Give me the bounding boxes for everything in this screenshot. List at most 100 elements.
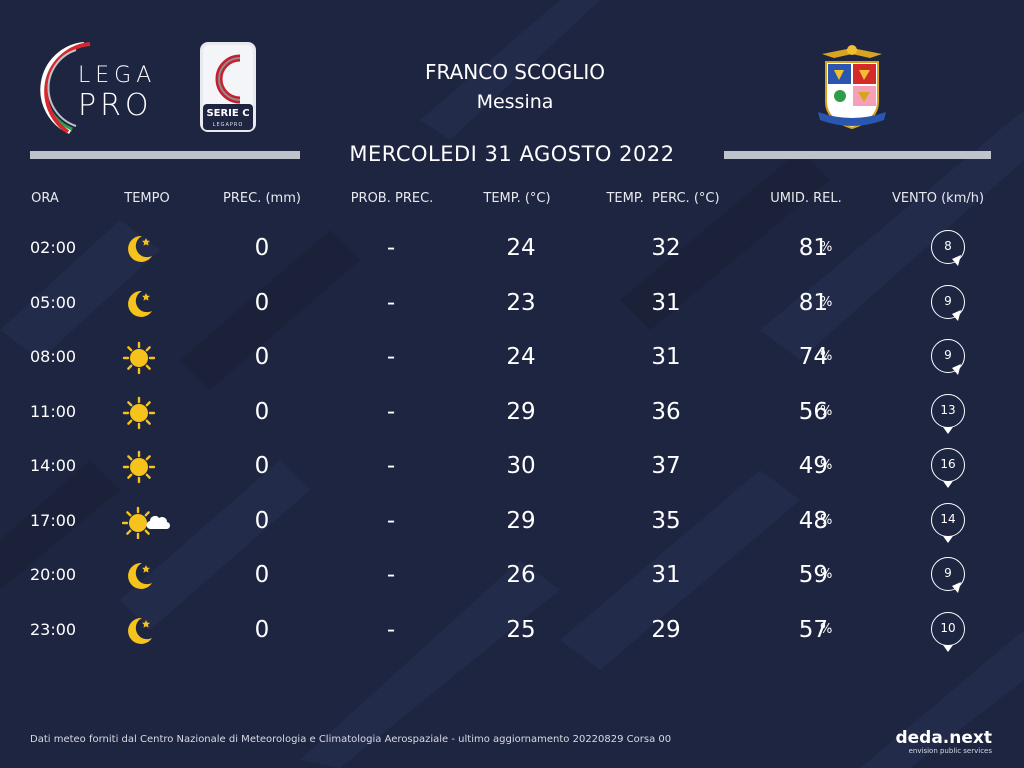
time-cell: 11:00 xyxy=(30,401,77,421)
humidity-cell: 48 xyxy=(798,507,828,534)
humidity-unit: % xyxy=(820,512,833,528)
forecast-row: 02:00 0 - 24 32 81% 8 xyxy=(0,221,1024,275)
humidity-cell: 81 xyxy=(798,289,828,316)
sun-cloud-icon xyxy=(122,494,176,548)
seriec-label: SERIE C xyxy=(206,108,250,119)
deda-logo: deda.next xyxy=(895,728,992,748)
wind-direction-icon xyxy=(943,481,953,488)
temperature-cell: 23 xyxy=(506,289,536,316)
wind-speed-badge: 13 xyxy=(931,393,965,428)
perceived-temperature-cell: 32 xyxy=(651,235,681,261)
divider-right xyxy=(724,151,991,159)
humidity-unit: % xyxy=(820,349,833,364)
humidity-unit: % xyxy=(820,621,833,637)
temperature-cell: 29 xyxy=(506,507,536,534)
precip-probability-cell: - xyxy=(386,616,396,643)
precipitation-cell: 0 xyxy=(254,616,270,643)
humidity-cell: 56 xyxy=(798,398,828,425)
humidity-cell: 49 xyxy=(798,453,828,479)
humidity-unit: % xyxy=(820,458,833,473)
deda-tagline: envision public services xyxy=(908,747,992,755)
aeronautica-emblem xyxy=(812,40,892,136)
forecast-date: MERCOLEDI 31 AGOSTO 2022 xyxy=(349,142,675,166)
sun-icon xyxy=(122,330,176,384)
humidity-cell: 81 xyxy=(798,235,828,261)
wind-speed-badge: 9 xyxy=(931,339,965,373)
time-cell: 20:00 xyxy=(30,565,77,584)
precipitation-cell: 0 xyxy=(254,562,270,588)
humidity-cell: 74 xyxy=(798,344,828,370)
wind-speed-badge: 10 xyxy=(931,611,965,646)
sun-icon xyxy=(122,439,176,493)
wind-cell: 14 xyxy=(930,494,970,548)
humidity-unit: % xyxy=(820,294,833,310)
precip-probability-cell: - xyxy=(386,453,396,479)
wind-speed-badge: 8 xyxy=(931,230,965,264)
perceived-temperature-cell: 37 xyxy=(651,453,681,479)
wind-cell: 9 xyxy=(930,276,970,330)
temperature-cell: 29 xyxy=(506,398,536,425)
forecast-row: 11:00 0 - 29 36 56% 13 xyxy=(0,385,1024,439)
column-header-tempo: TEMPO xyxy=(124,191,170,206)
time-cell: 17:00 xyxy=(30,510,77,530)
wind-direction-icon xyxy=(943,426,953,434)
temperature-cell: 30 xyxy=(506,453,536,479)
wind-cell: 8 xyxy=(930,221,970,275)
legapro-line1: LEGA xyxy=(78,63,157,88)
wind-cell: 13 xyxy=(930,385,970,439)
perceived-temperature-cell: 31 xyxy=(651,289,681,316)
temperature-cell: 24 xyxy=(506,344,536,370)
temperature-cell: 24 xyxy=(506,235,536,261)
wind-speed-badge: 16 xyxy=(931,448,965,482)
wind-cell: 10 xyxy=(930,603,970,657)
column-header-prob: PROB. PREC. xyxy=(350,191,434,206)
legapro-line2: PRO xyxy=(78,88,153,123)
forecast-row: 23:00 0 - 25 29 57% 10 xyxy=(0,603,1024,657)
divider-left xyxy=(30,151,300,159)
time-cell: 14:00 xyxy=(30,456,77,475)
time-cell: 23:00 xyxy=(30,619,77,639)
precip-probability-cell: - xyxy=(386,562,396,588)
wind-cell: 9 xyxy=(930,548,970,602)
forecast-row: 05:00 0 - 23 31 81% 9 xyxy=(0,276,1024,330)
wind-direction-icon xyxy=(943,535,953,543)
seriec-sublabel: LEGAPRO xyxy=(212,122,244,128)
wind-direction-icon xyxy=(943,644,953,652)
stadium-name: FRANCO SCOGLIO xyxy=(425,60,605,84)
precipitation-cell: 0 xyxy=(254,344,270,370)
humidity-unit: % xyxy=(820,567,833,582)
city-name: Messina xyxy=(476,91,554,113)
column-header-ora: ORA xyxy=(31,191,59,206)
precipitation-cell: 0 xyxy=(254,289,270,316)
precipitation-cell: 0 xyxy=(254,507,270,534)
time-cell: 05:00 xyxy=(30,292,77,312)
sun-icon xyxy=(122,385,176,439)
temperature-cell: 26 xyxy=(506,562,536,588)
temperature-cell: 25 xyxy=(506,616,536,643)
forecast-row: 08:00 0 - 24 31 74% 9 xyxy=(0,330,1024,384)
moon-star-icon xyxy=(122,603,176,657)
wind-speed-badge: 14 xyxy=(931,502,965,537)
precip-probability-cell: - xyxy=(386,344,396,370)
humidity-unit: % xyxy=(820,240,833,255)
precipitation-cell: 0 xyxy=(254,235,270,261)
forecast-row: 20:00 0 - 26 31 59% 9 xyxy=(0,548,1024,602)
moon-star-icon xyxy=(122,221,176,275)
precipitation-cell: 0 xyxy=(254,453,270,479)
column-header-vento: VENTO (km/h) xyxy=(891,191,985,206)
column-header-temp: TEMP. (°C) xyxy=(483,191,551,206)
wind-cell: 16 xyxy=(930,439,970,493)
moon-star-icon xyxy=(122,276,176,330)
perceived-temperature-cell: 31 xyxy=(651,344,681,370)
precip-probability-cell: - xyxy=(386,398,396,425)
wind-speed-badge: 9 xyxy=(931,284,965,319)
column-header-umid: UMID. REL. xyxy=(770,191,842,206)
wind-speed-badge: 9 xyxy=(931,557,965,591)
seriec-logo: SERIE C LEGAPRO xyxy=(200,42,256,132)
wind-cell: 9 xyxy=(930,330,970,384)
legapro-logo: LEGA PRO xyxy=(32,40,151,134)
perceived-temperature-cell: 29 xyxy=(651,616,681,643)
perceived-temperature-cell: 31 xyxy=(651,562,681,588)
perceived-temperature-cell: 35 xyxy=(651,507,681,534)
precip-probability-cell: - xyxy=(386,235,396,261)
